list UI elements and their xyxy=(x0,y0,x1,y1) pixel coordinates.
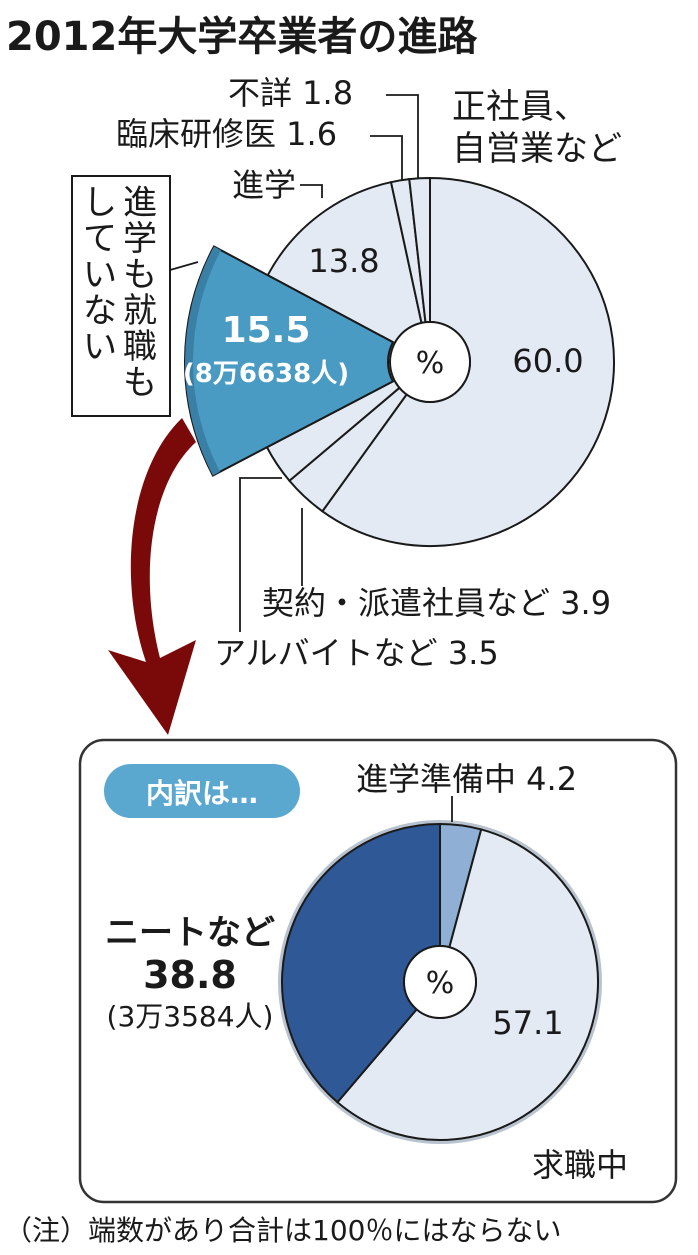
category-label-1: 求職中 xyxy=(532,1146,628,1184)
value-label-4: 13.8 xyxy=(308,242,379,280)
value-sublabel-2: (3万3584人) xyxy=(107,1000,274,1033)
category-label-2: アルバイトなど 3.5 xyxy=(214,634,499,672)
leader-line-6 xyxy=(386,94,419,178)
category-label-0a: 正社員、 xyxy=(452,87,588,127)
callout-leader-line xyxy=(169,261,199,271)
category-label-2: ニートなど xyxy=(105,913,275,953)
percent-symbol: % xyxy=(426,966,455,1001)
leader-line-2 xyxy=(239,477,282,632)
footnote: （注）端数があり合計は100％にはならない xyxy=(4,1214,561,1247)
pie-slice-rim xyxy=(185,246,222,476)
value-label-0: 60.0 xyxy=(512,342,583,380)
leader-line-5 xyxy=(370,135,403,180)
value-label-3: 15.5 xyxy=(222,310,311,351)
category-label-1: 契約・派遣社員など 3.9 xyxy=(262,584,611,622)
value-label-1: 57.1 xyxy=(492,1004,563,1042)
main-pie-chart: % 60.0 正社員、自営業など 13.8 15.5 (8万6638人) 進学 臨床研修医 1… xyxy=(71,74,622,672)
callout-text-col2: していない xyxy=(83,183,117,367)
vertical-callout-box xyxy=(71,175,171,417)
category-label-0b: 自営業など xyxy=(452,129,622,169)
chart-title: 2012年大学卒業者の進路 xyxy=(6,14,478,60)
value-sublabel-3: (8万6638人) xyxy=(183,359,349,389)
leader-line-4 xyxy=(300,184,323,198)
category-label-4: 進学 xyxy=(232,166,296,204)
value-label-2: 38.8 xyxy=(143,953,237,997)
breakdown-badge xyxy=(104,764,300,818)
callout-text-col1: 進学も就職も xyxy=(123,183,157,403)
pie-center-hole xyxy=(403,945,477,1019)
category-label-0: 進学準備中 4.2 xyxy=(356,760,577,798)
category-label-5: 臨床研修医 1.6 xyxy=(116,115,337,153)
breakdown-title: 内訳は… xyxy=(146,777,258,810)
pie-center-hole xyxy=(389,321,471,403)
percent-symbol: % xyxy=(416,346,445,381)
curved-arrow-icon xyxy=(108,418,196,735)
category-label-6: 不詳 1.8 xyxy=(228,74,353,112)
